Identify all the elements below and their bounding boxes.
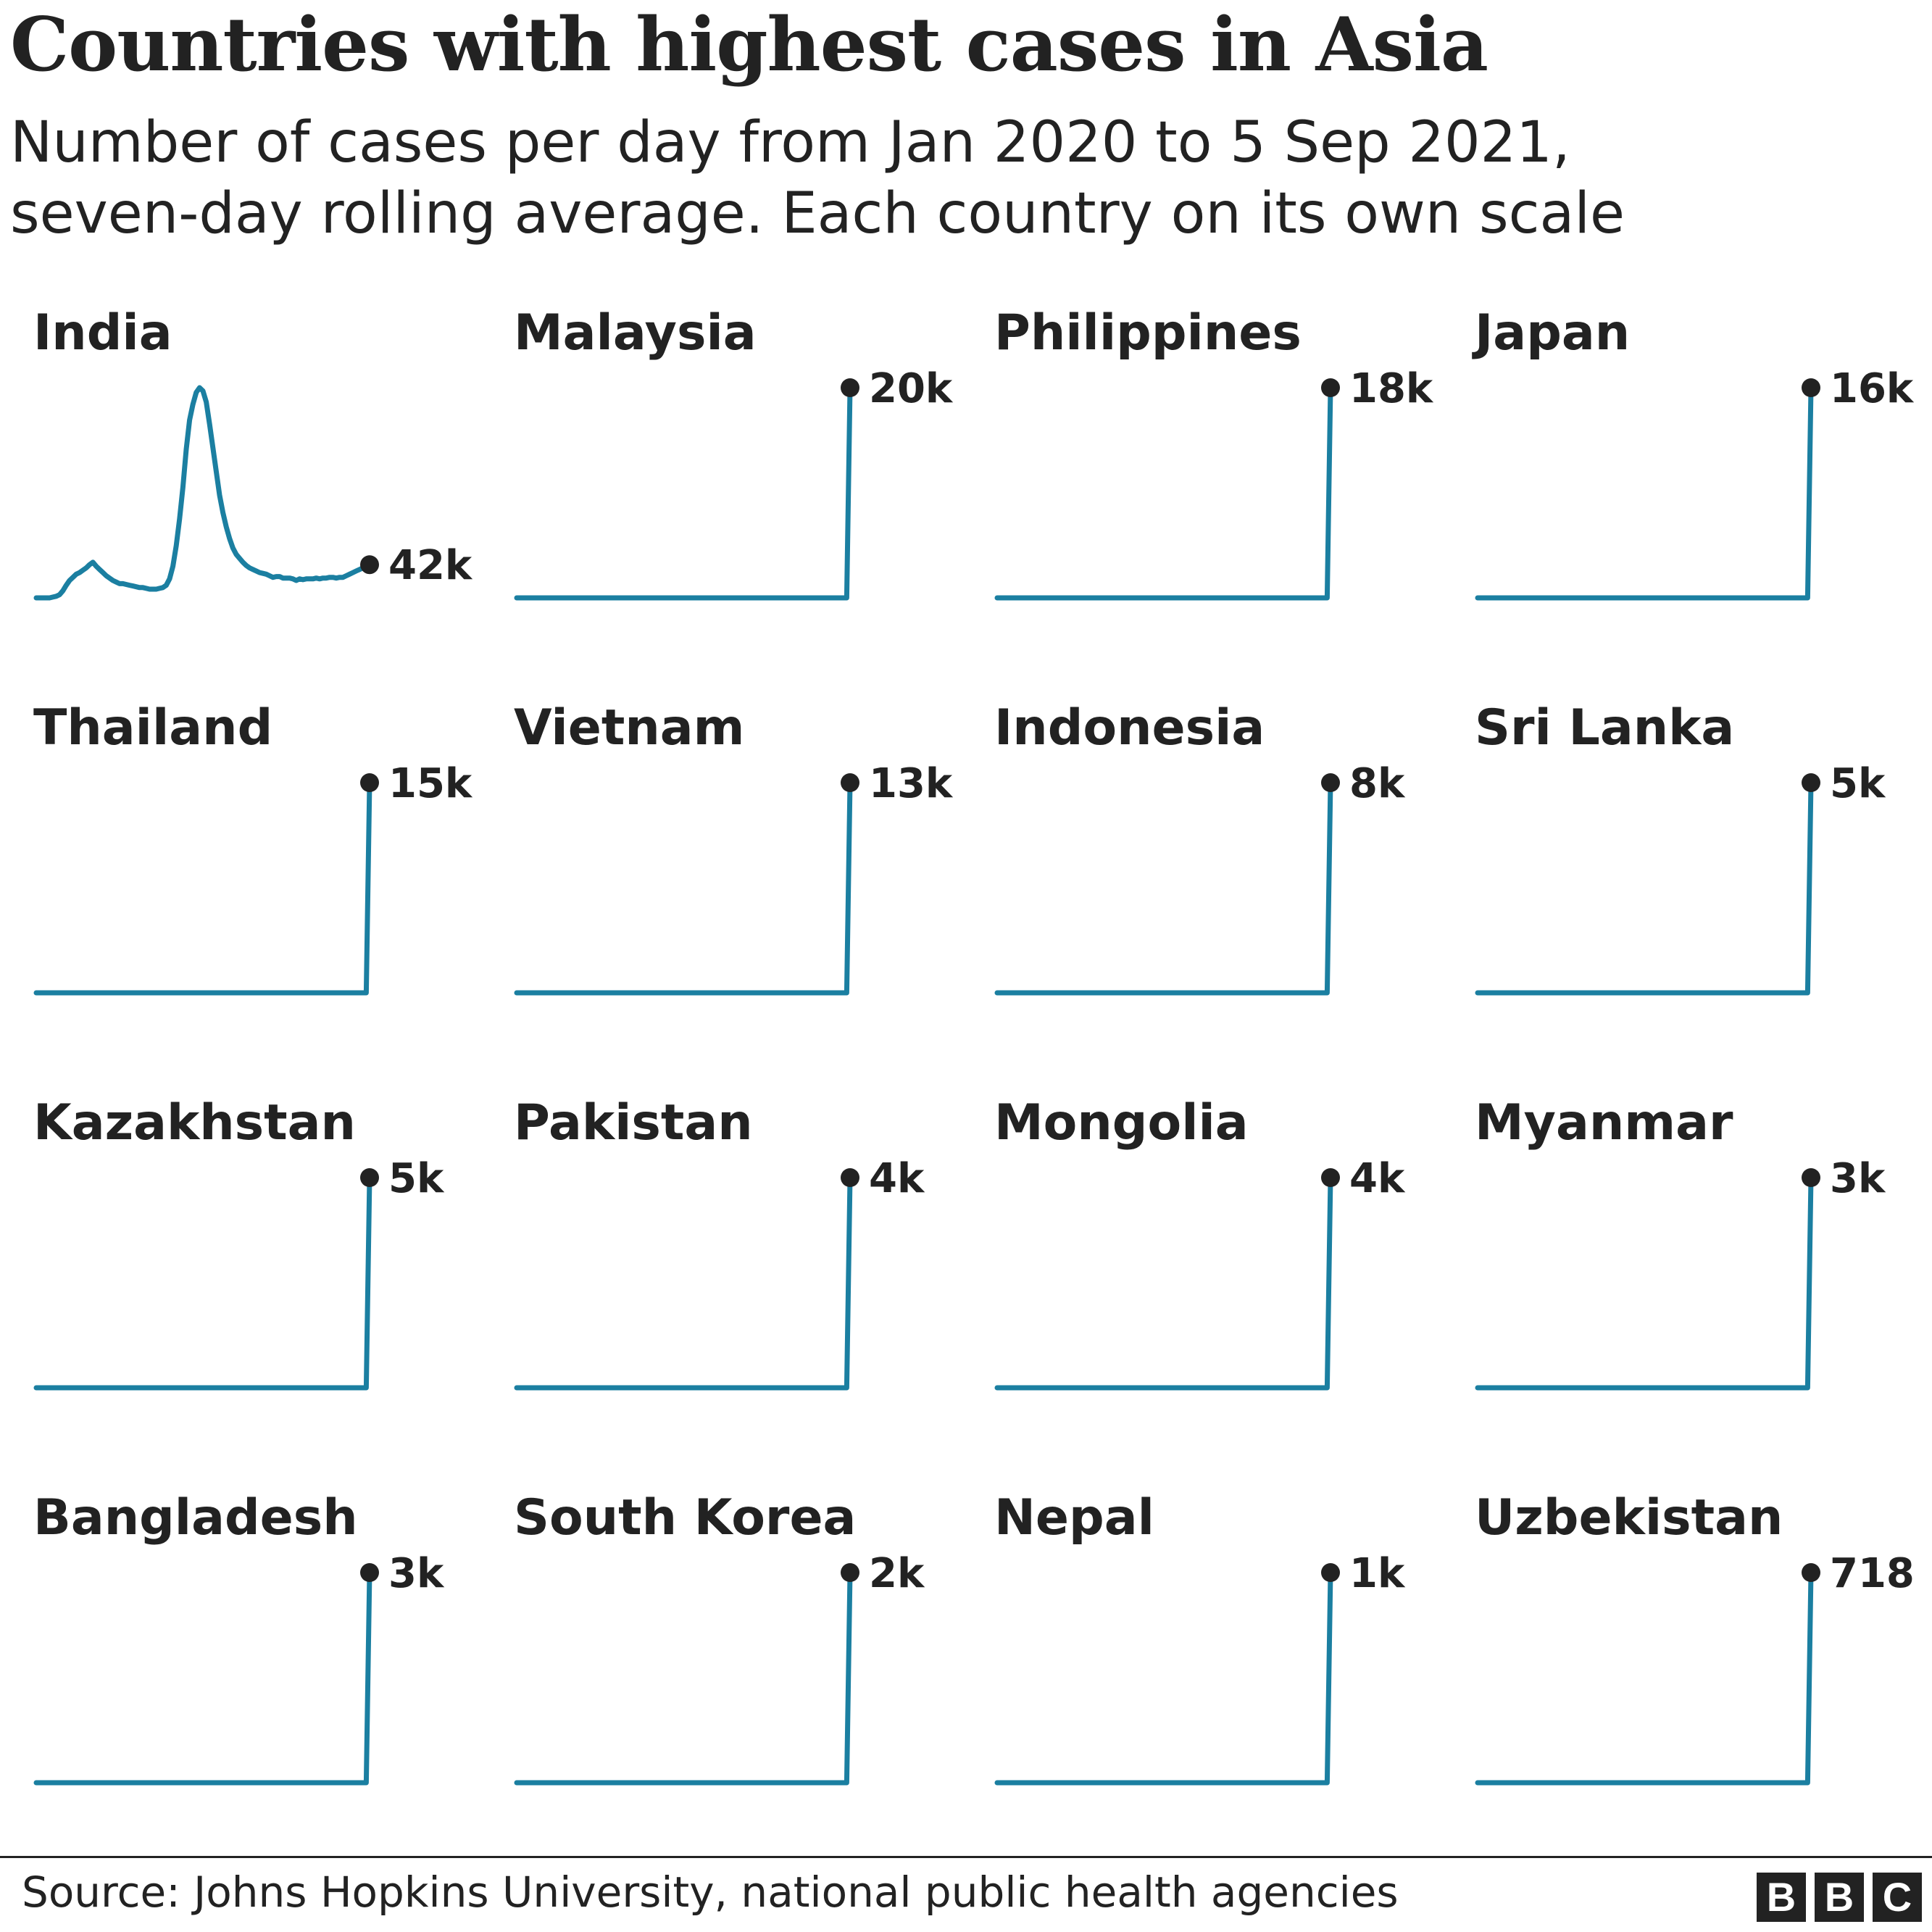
panel-plot: 16k bbox=[1475, 366, 1915, 601]
panel-plot: 3k bbox=[1475, 1156, 1886, 1391]
panel-plot: 4k bbox=[514, 1156, 925, 1391]
bbc-logo-letter: B bbox=[1815, 1873, 1864, 1922]
panel-plot: 20k bbox=[514, 366, 954, 601]
end-value-label: 4k bbox=[869, 1156, 925, 1202]
panel-plot: 1k bbox=[994, 1551, 1406, 1786]
end-point-dot bbox=[1321, 1168, 1340, 1187]
series-line bbox=[33, 780, 372, 996]
end-point-dot bbox=[841, 1563, 859, 1582]
source-note: Source: Johns Hopkins University, nation… bbox=[22, 1868, 1399, 1917]
end-point-dot bbox=[360, 773, 379, 792]
end-value-label: 20k bbox=[869, 366, 954, 412]
end-value-label: 42k bbox=[388, 542, 473, 589]
end-point-dot bbox=[841, 1168, 859, 1187]
panel-plot: 13k bbox=[514, 761, 954, 996]
end-value-label: 8k bbox=[1349, 761, 1406, 807]
end-value-label: 15k bbox=[388, 761, 473, 807]
panel-title: Vietnam bbox=[514, 699, 745, 757]
end-value-label: 13k bbox=[869, 761, 954, 807]
panel-plot: 42k bbox=[33, 385, 473, 601]
panel-plot: 3k bbox=[33, 1551, 445, 1786]
panel-title: Philippines bbox=[994, 304, 1302, 362]
end-point-dot bbox=[360, 1563, 379, 1582]
end-point-dot bbox=[360, 1168, 379, 1187]
end-point-dot bbox=[1802, 1563, 1820, 1582]
panel-title: Indonesia bbox=[994, 699, 1265, 757]
end-value-label: 16k bbox=[1830, 366, 1915, 412]
end-value-label: 5k bbox=[388, 1156, 445, 1202]
end-value-label: 1k bbox=[1349, 1551, 1406, 1597]
series-line bbox=[514, 1570, 853, 1786]
chart-title: Countries with highest cases in Asia bbox=[10, 1, 1488, 88]
bbc-logo-letter: C bbox=[1873, 1873, 1922, 1922]
series-line bbox=[994, 1175, 1333, 1391]
footer-divider bbox=[0, 1856, 1932, 1858]
panel-title: Myanmar bbox=[1475, 1094, 1733, 1152]
bbc-logo-letter: B bbox=[1757, 1873, 1806, 1922]
panel-plot: 18k bbox=[994, 366, 1434, 601]
series-line bbox=[1475, 1175, 1814, 1391]
series-line bbox=[994, 1570, 1333, 1786]
small-multiples-grid: India 42k Malaysia 20k Philippines 18k Japan 16… bbox=[33, 304, 1915, 1786]
panel-title: Mongolia bbox=[994, 1094, 1249, 1152]
end-value-label: 3k bbox=[1830, 1156, 1886, 1202]
panel-title: Uzbekistan bbox=[1475, 1489, 1783, 1546]
panel-plot: 15k bbox=[33, 761, 473, 996]
panel-plot: 718 bbox=[1475, 1551, 1915, 1786]
panel-title: Malaysia bbox=[514, 304, 757, 362]
series-line bbox=[994, 780, 1333, 996]
end-point-dot bbox=[1802, 1168, 1820, 1187]
end-value-label: 5k bbox=[1830, 761, 1886, 807]
panel-title: Thailand bbox=[33, 699, 273, 757]
panel-plot: 5k bbox=[33, 1156, 445, 1391]
end-point-dot bbox=[360, 555, 379, 575]
series-line bbox=[1475, 385, 1814, 601]
series-line bbox=[1475, 780, 1814, 996]
subtitle-line-1: Number of cases per day from Jan 2020 to… bbox=[10, 110, 1570, 175]
panel-plot: 4k bbox=[994, 1156, 1406, 1391]
end-point-dot bbox=[1321, 1563, 1340, 1582]
series-line bbox=[1475, 1570, 1814, 1786]
series-line bbox=[33, 1175, 372, 1391]
end-point-dot bbox=[1802, 378, 1820, 397]
panel-title: Sri Lanka bbox=[1475, 699, 1735, 757]
panel-title: Kazakhstan bbox=[33, 1094, 356, 1152]
panel-plot: 8k bbox=[994, 761, 1406, 996]
end-value-label: 3k bbox=[388, 1551, 445, 1597]
panel-title: South Korea bbox=[514, 1489, 857, 1546]
subtitle-line-2: seven-day rolling average. Each country … bbox=[10, 181, 1625, 246]
end-point-dot bbox=[1321, 773, 1340, 792]
panel-title: Pakistan bbox=[514, 1094, 753, 1152]
series-line bbox=[514, 385, 853, 601]
chart-subtitle: Number of cases per day from Jan 2020 to… bbox=[10, 107, 1923, 249]
bbc-logo: B B C bbox=[1757, 1873, 1922, 1922]
series-line bbox=[33, 1570, 372, 1786]
end-value-label: 2k bbox=[869, 1551, 925, 1597]
panel-plot: 2k bbox=[514, 1551, 925, 1786]
end-point-dot bbox=[841, 773, 859, 792]
series-line bbox=[33, 385, 372, 601]
panel-title: India bbox=[33, 304, 172, 362]
series-line bbox=[514, 1175, 853, 1391]
series-line bbox=[514, 780, 853, 996]
end-value-label: 18k bbox=[1349, 366, 1434, 412]
panel-plot: 5k bbox=[1475, 761, 1886, 996]
end-point-dot bbox=[1802, 773, 1820, 792]
panel-title: Nepal bbox=[994, 1489, 1154, 1546]
series-line bbox=[994, 385, 1333, 601]
end-point-dot bbox=[1321, 378, 1340, 397]
end-point-dot bbox=[841, 378, 859, 397]
end-value-label: 4k bbox=[1349, 1156, 1406, 1202]
panel-title: Japan bbox=[1475, 304, 1631, 362]
panel-title: Bangladesh bbox=[33, 1489, 358, 1546]
end-value-label: 718 bbox=[1830, 1551, 1915, 1597]
